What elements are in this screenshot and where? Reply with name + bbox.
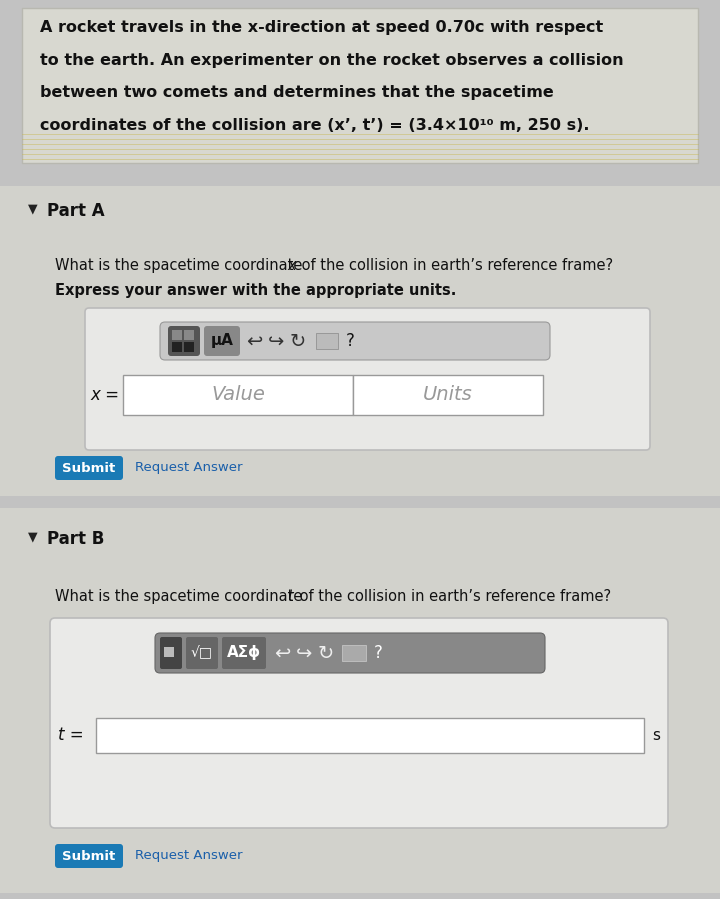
Text: ▼: ▼ (28, 530, 37, 543)
Text: What is the spacetime coordinate: What is the spacetime coordinate (55, 258, 307, 273)
FancyBboxPatch shape (184, 342, 194, 352)
Text: A rocket travels in the x-direction at speed 0.70c with respect: A rocket travels in the x-direction at s… (40, 20, 603, 35)
Text: Value: Value (211, 386, 265, 405)
Text: √□: √□ (191, 646, 213, 660)
Text: Request Answer: Request Answer (135, 461, 243, 475)
FancyBboxPatch shape (172, 330, 182, 340)
Text: t =: t = (58, 726, 84, 744)
FancyBboxPatch shape (184, 330, 194, 340)
FancyBboxPatch shape (172, 342, 182, 352)
Text: x =: x = (90, 386, 119, 404)
Text: ↻: ↻ (290, 332, 307, 351)
FancyBboxPatch shape (186, 637, 218, 669)
FancyBboxPatch shape (222, 637, 266, 669)
FancyBboxPatch shape (96, 718, 644, 753)
Text: to the earth. An experimenter on the rocket observes a collision: to the earth. An experimenter on the roc… (40, 53, 624, 68)
Text: ↻: ↻ (318, 644, 334, 663)
Text: coordinates of the collision are (x’, t’) = (3.4×10¹⁰ m, 250 s).: coordinates of the collision are (x’, t’… (40, 118, 590, 133)
FancyBboxPatch shape (55, 844, 123, 868)
FancyBboxPatch shape (22, 8, 698, 163)
Text: Express your answer with the appropriate units.: Express your answer with the appropriate… (55, 283, 456, 298)
Text: of the collision in earth’s reference frame?: of the collision in earth’s reference fr… (297, 258, 613, 273)
Text: ▼: ▼ (28, 202, 37, 215)
FancyBboxPatch shape (155, 633, 545, 673)
Text: ?: ? (346, 332, 355, 350)
FancyBboxPatch shape (168, 326, 200, 356)
Text: Request Answer: Request Answer (135, 850, 243, 862)
Text: Part B: Part B (47, 530, 104, 548)
Text: of the collision in earth’s reference frame?: of the collision in earth’s reference fr… (295, 589, 611, 604)
FancyBboxPatch shape (353, 375, 543, 415)
Text: ↩: ↩ (246, 332, 262, 351)
Text: What is the spacetime coordinate: What is the spacetime coordinate (55, 589, 307, 604)
Text: between two comets and determines that the spacetime: between two comets and determines that t… (40, 85, 554, 100)
Text: μA: μA (210, 334, 233, 349)
Text: t: t (287, 589, 293, 604)
Text: ↪: ↪ (296, 644, 312, 663)
FancyBboxPatch shape (85, 308, 650, 450)
Text: Part A: Part A (47, 202, 104, 220)
FancyBboxPatch shape (0, 508, 720, 893)
FancyBboxPatch shape (123, 375, 353, 415)
Text: Submit: Submit (63, 461, 116, 475)
FancyBboxPatch shape (342, 645, 366, 661)
FancyBboxPatch shape (160, 637, 182, 669)
FancyBboxPatch shape (50, 618, 668, 828)
Text: ↩: ↩ (274, 644, 290, 663)
FancyBboxPatch shape (160, 322, 550, 360)
Text: s: s (652, 728, 660, 743)
Text: ?: ? (374, 644, 383, 662)
FancyBboxPatch shape (316, 333, 338, 349)
Text: ↪: ↪ (268, 332, 284, 351)
FancyBboxPatch shape (164, 647, 174, 657)
FancyBboxPatch shape (0, 186, 720, 496)
FancyBboxPatch shape (204, 326, 240, 356)
FancyBboxPatch shape (55, 456, 123, 480)
Text: Submit: Submit (63, 850, 116, 862)
Text: Units: Units (423, 386, 473, 405)
Text: x: x (287, 258, 296, 273)
Text: AΣϕ: AΣϕ (227, 645, 261, 661)
